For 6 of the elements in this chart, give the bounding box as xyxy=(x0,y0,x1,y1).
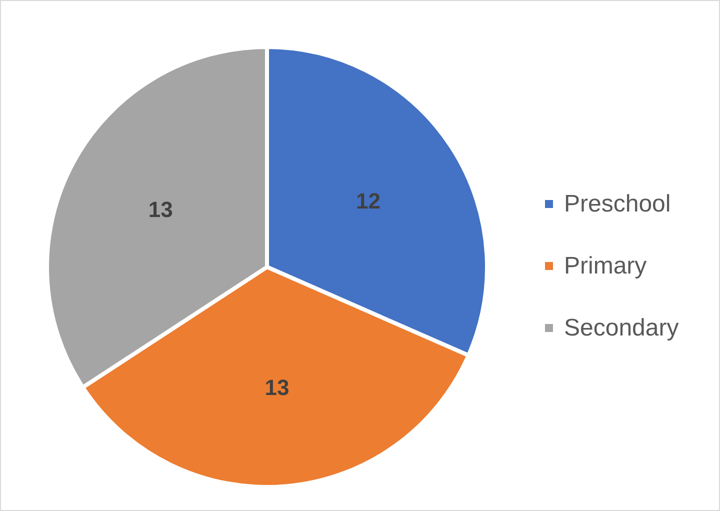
data-label: 12 xyxy=(356,188,381,214)
data-label: 13 xyxy=(148,196,173,222)
legend-label: Primary xyxy=(564,252,647,280)
legend-label: Secondary xyxy=(564,314,679,342)
data-label: 13 xyxy=(264,375,290,400)
legend-label: Preschool xyxy=(564,190,671,218)
